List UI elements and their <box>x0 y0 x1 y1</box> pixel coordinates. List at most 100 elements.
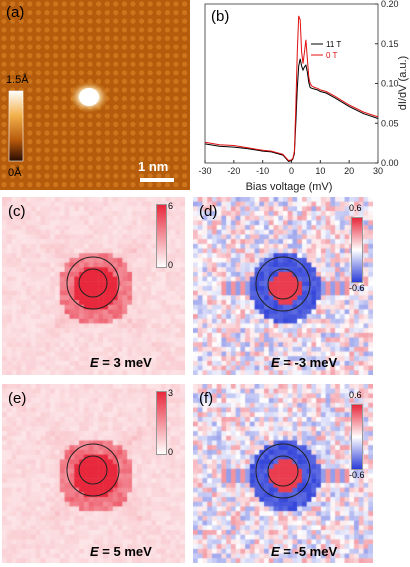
lattice-atom <box>130 35 136 42</box>
lattice-atom <box>130 182 136 188</box>
lattice-atom <box>44 44 50 50</box>
lattice-atom <box>104 78 110 84</box>
lattice-atom <box>121 18 127 24</box>
lattice-atom <box>70 113 76 119</box>
lattice-atom <box>18 35 24 42</box>
x-axis-label: Bias voltage (mV) <box>246 181 333 193</box>
y-tick-label: 0.00 <box>381 158 399 168</box>
dos-map-f <box>193 384 373 563</box>
panel-b-label: (b) <box>211 8 230 25</box>
lattice-atom <box>139 130 145 136</box>
lattice-atom <box>121 121 127 127</box>
lattice-atom <box>147 104 153 110</box>
ring-overlay-e <box>66 443 120 497</box>
lattice-atom <box>78 70 84 76</box>
lattice-atom <box>139 78 145 84</box>
lattice-atom <box>104 18 110 24</box>
lattice-atom <box>130 156 136 162</box>
lattice-atom <box>18 182 24 188</box>
lattice-atom <box>139 164 145 170</box>
lattice-atom <box>182 27 188 33</box>
lattice-atom <box>147 139 153 145</box>
panel-c-label: (c) <box>8 203 26 220</box>
lattice-atom <box>87 121 93 127</box>
lattice-atom <box>18 70 24 76</box>
lattice-atom <box>35 1 42 7</box>
lattice-atom <box>113 182 119 188</box>
lattice-atom <box>1 61 7 67</box>
lattice-atom <box>173 113 179 119</box>
lattice-atom <box>156 18 162 24</box>
lattice-atom <box>113 139 119 145</box>
lattice-atom <box>147 113 153 119</box>
lattice-atom <box>104 139 110 145</box>
lattice-atom <box>156 87 162 93</box>
lattice-atom <box>173 130 179 136</box>
lattice-atom <box>147 164 153 170</box>
lattice-atom <box>130 44 136 50</box>
lattice-atom <box>139 139 145 145</box>
lattice-atom <box>35 130 42 136</box>
lattice-atom <box>87 18 93 24</box>
lattice-atom <box>53 61 59 67</box>
lattice-atom <box>87 53 93 59</box>
lattice-atom <box>164 104 170 110</box>
lattice-atom <box>164 96 170 102</box>
lattice-atom <box>139 121 145 127</box>
lattice-atom <box>18 53 24 59</box>
lattice-atom <box>44 78 50 84</box>
lattice-atom <box>147 121 153 127</box>
lattice-atom <box>27 104 33 110</box>
lattice-atom <box>27 78 33 84</box>
series-line-11T <box>204 58 379 162</box>
lattice-atom <box>1 35 7 42</box>
lattice-atom <box>147 147 153 153</box>
lattice-atom <box>87 27 93 33</box>
lattice-atom <box>147 53 153 59</box>
lattice-atom <box>53 156 59 162</box>
lattice-atom <box>104 121 110 127</box>
lattice-atom <box>139 173 145 179</box>
lattice-atom <box>70 139 76 145</box>
lattice-atom <box>113 147 119 153</box>
lattice-atom <box>182 121 188 127</box>
lattice-atom <box>130 164 136 170</box>
lattice-atom <box>27 61 33 67</box>
lattice-atom <box>182 44 188 50</box>
lattice-atom <box>139 61 145 67</box>
lattice-atom <box>104 44 110 50</box>
lattice-atom <box>27 53 33 59</box>
lattice-atom <box>147 78 153 84</box>
lattice-atom <box>121 44 127 50</box>
legend-item-11T: 11 T <box>326 40 341 49</box>
lattice-atom <box>61 147 67 153</box>
lattice-atom <box>96 70 102 76</box>
lattice-atom <box>44 121 50 127</box>
lattice-atom <box>156 35 162 42</box>
lattice-atom <box>113 173 119 179</box>
energy-label-f: E = -5 meV <box>271 544 338 559</box>
lattice-atom <box>113 104 119 110</box>
lattice-atom <box>70 61 76 67</box>
x-tick-label: -20 <box>227 166 240 176</box>
lattice-atom <box>35 147 42 153</box>
lattice-atom <box>173 53 179 59</box>
lattice-atom <box>104 147 110 153</box>
lattice-atom <box>121 147 127 153</box>
colorbar-e-bottom: 0 <box>168 447 174 457</box>
lattice-atom <box>27 156 33 162</box>
lattice-atom <box>173 70 179 76</box>
lattice-atom <box>1 156 7 162</box>
colorbar-e-top: 3 <box>168 388 174 398</box>
energy-label-d: E = -3 meV <box>271 355 338 370</box>
lattice-atom <box>173 96 179 102</box>
lattice-atom <box>139 10 145 16</box>
lattice-atom <box>10 44 16 50</box>
lattice-atom <box>78 27 84 33</box>
lattice-atom <box>104 35 110 42</box>
lattice-atom <box>164 53 170 59</box>
lattice-atom <box>96 10 102 16</box>
legend: 11 T 0 T <box>311 40 341 60</box>
lattice-atom <box>44 27 50 33</box>
lattice-atom <box>164 87 170 93</box>
